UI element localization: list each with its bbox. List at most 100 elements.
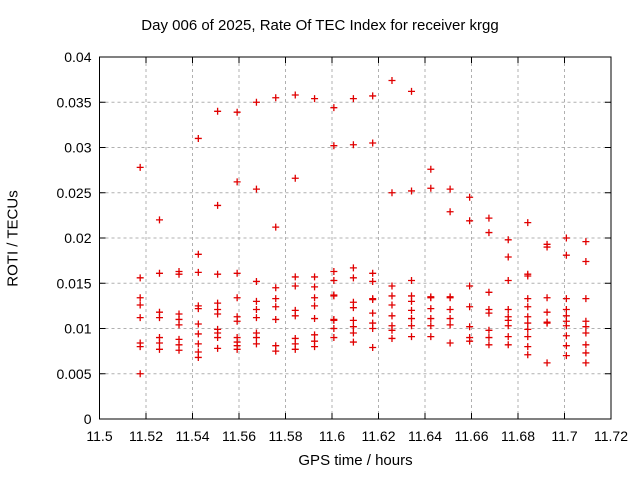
data-point <box>194 134 202 142</box>
data-point <box>446 185 454 193</box>
data-point <box>272 295 280 303</box>
data-point <box>311 343 319 351</box>
data-point <box>446 294 454 302</box>
data-point <box>582 359 590 367</box>
data-point <box>349 323 357 331</box>
data-point <box>466 217 474 225</box>
x-tick-label: 11.56 <box>222 428 256 444</box>
data-point <box>155 345 163 353</box>
data-point <box>504 236 512 244</box>
data-point <box>214 344 222 352</box>
data-point <box>252 340 260 348</box>
y-tick-label: 0.015 <box>56 275 91 291</box>
data-point <box>369 309 377 317</box>
data-point <box>252 334 260 342</box>
data-point <box>408 322 416 330</box>
x-tick-label: 11.62 <box>362 428 396 444</box>
data-point <box>155 216 163 224</box>
data-point <box>524 333 532 341</box>
data-point <box>291 312 299 320</box>
data-point <box>272 284 280 292</box>
data-point <box>233 108 241 116</box>
x-tick-label: 11.52 <box>129 428 163 444</box>
data-point <box>504 277 512 285</box>
data-point <box>582 323 590 331</box>
data-point <box>582 295 590 303</box>
data-point <box>427 333 435 341</box>
data-point <box>562 352 570 360</box>
data-point <box>349 329 357 337</box>
data-point <box>136 294 144 302</box>
data-point <box>272 315 280 323</box>
data-point <box>485 214 493 222</box>
data-point <box>427 294 435 302</box>
data-point <box>524 319 532 327</box>
data-point <box>446 315 454 323</box>
data-point <box>252 314 260 322</box>
data-point <box>582 341 590 349</box>
data-point <box>194 330 202 338</box>
data-point <box>214 201 222 209</box>
data-point <box>485 341 493 349</box>
data-point <box>194 250 202 258</box>
data-point <box>369 277 377 285</box>
data-point <box>504 333 512 341</box>
data-point <box>214 310 222 318</box>
data-point <box>388 77 396 85</box>
data-point <box>311 273 319 281</box>
data-point <box>349 141 357 149</box>
data-point <box>408 187 416 195</box>
y-tick-label: 0.04 <box>64 49 91 65</box>
data-point <box>582 258 590 266</box>
data-point <box>562 234 570 242</box>
data-point <box>194 305 202 313</box>
data-point <box>252 277 260 285</box>
data-point <box>427 305 435 313</box>
data-point <box>330 316 338 324</box>
x-tick-label: 11.72 <box>594 428 628 444</box>
data-point <box>369 92 377 100</box>
data-point <box>466 282 474 290</box>
data-point <box>311 283 319 291</box>
data-point <box>291 91 299 99</box>
data-point <box>272 347 280 355</box>
data-point <box>369 139 377 147</box>
data-point <box>485 288 493 296</box>
y-tick-label: 0.025 <box>56 185 91 201</box>
data-point <box>427 165 435 173</box>
data-point <box>311 331 319 339</box>
data-point <box>311 315 319 323</box>
data-point <box>388 326 396 334</box>
data-point <box>233 317 241 325</box>
data-point <box>291 273 299 281</box>
data-point <box>369 344 377 352</box>
data-point <box>388 282 396 290</box>
data-point <box>408 297 416 305</box>
data-point <box>291 345 299 353</box>
data-point <box>136 343 144 351</box>
data-point <box>369 269 377 277</box>
data-point <box>136 301 144 309</box>
data-point <box>155 339 163 347</box>
data-point <box>504 322 512 330</box>
data-point <box>330 142 338 150</box>
data-point <box>252 185 260 193</box>
data-point <box>562 295 570 303</box>
data-point <box>349 304 357 312</box>
data-point <box>466 337 474 345</box>
data-point <box>427 184 435 192</box>
x-tick-label: 11.54 <box>176 428 210 444</box>
data-point <box>194 340 202 348</box>
x-axis-label: GPS time / hours <box>298 452 413 469</box>
data-point <box>485 229 493 237</box>
data-point <box>252 98 260 106</box>
data-point <box>233 345 241 353</box>
data-point <box>543 294 551 302</box>
data-point <box>311 294 319 302</box>
data-point <box>466 303 474 311</box>
x-tick-label: 11.64 <box>408 428 442 444</box>
data-point <box>408 277 416 285</box>
data-point <box>466 323 474 331</box>
data-point <box>466 193 474 201</box>
data-point <box>311 95 319 103</box>
